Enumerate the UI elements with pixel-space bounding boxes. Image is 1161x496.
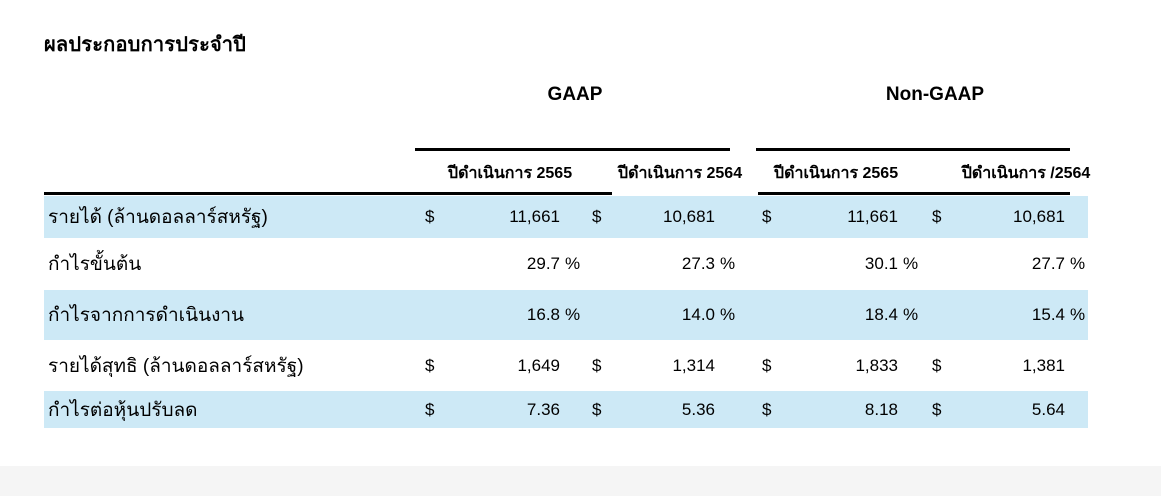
header-underline-left bbox=[44, 192, 612, 195]
cell-gaap-fy2564: 14.0 bbox=[582, 305, 715, 325]
cell-non-gaap-fy2565: $ 8.18 bbox=[752, 400, 898, 420]
cell-value: 18.4 bbox=[864, 305, 898, 324]
cell-value: 16.8 bbox=[526, 305, 560, 324]
column-header-gaap-fy2564: ปีดำเนินการ 2564 bbox=[617, 165, 743, 182]
table-body: รายได้ (ล้านดอลลาร์สหรัฐ) $ 11,661 $ 10,… bbox=[44, 196, 1088, 428]
cell-gaap-fy2565: 29.7 bbox=[415, 254, 560, 274]
header-underline-right bbox=[758, 192, 1070, 195]
currency-symbol: $ bbox=[592, 207, 602, 226]
percent-sign: % bbox=[903, 254, 919, 273]
gaap-group-rule bbox=[415, 148, 730, 151]
currency-symbol: $ bbox=[932, 355, 942, 375]
cell-value: 10,681 bbox=[663, 207, 715, 226]
percent-sign: % bbox=[565, 254, 581, 273]
percent-sign: % bbox=[903, 305, 919, 324]
cell-gaap-fy2564: $ 5.36 bbox=[582, 400, 715, 420]
table-row-operating-margin: กำไรจากการดำเนินงาน 16.8 % 14.0 % 18.4 %… bbox=[44, 290, 1088, 340]
row-label: กำไรต่อหุ้นปรับลด bbox=[48, 399, 198, 421]
cell-non-gaap-fy2565: $ 11,661 bbox=[752, 207, 898, 227]
cell-non-gaap-fy2564: 27.7 bbox=[922, 254, 1065, 274]
currency-symbol: $ bbox=[592, 355, 602, 375]
column-header-gaap-fy2565: ปีดำเนินการ 2565 bbox=[447, 165, 573, 182]
page-bottom-strip bbox=[0, 466, 1161, 496]
cell-value: 27.7 bbox=[1031, 254, 1065, 273]
cell-non-gaap-fy2564: 15.4 bbox=[922, 305, 1065, 325]
column-header-non-gaap-fy2565: ปีดำเนินการ 2565 bbox=[773, 165, 899, 182]
cell-non-gaap-fy2565: 18.4 bbox=[752, 305, 898, 325]
cell-non-gaap-fy2564: $ 5.64 bbox=[922, 400, 1065, 420]
non-gaap-group-rule bbox=[756, 148, 1070, 151]
cell-value: 8.18 bbox=[864, 399, 898, 419]
cell-gaap-fy2564: $ 10,681 bbox=[582, 207, 715, 227]
cell-gaap-fy2565: $ 11,661 bbox=[415, 207, 560, 227]
currency-symbol: $ bbox=[425, 399, 435, 419]
currency-symbol: $ bbox=[762, 207, 772, 226]
table-row-net-income: รายได้สุทธิ (ล้านดอลลาร์สหรัฐ) $ 1,649 $… bbox=[44, 340, 1088, 391]
cell-value: 1,314 bbox=[672, 355, 715, 375]
cell-value: 10,681 bbox=[1013, 207, 1065, 226]
group-header-gaap: GAAP bbox=[547, 84, 603, 105]
cell-value: 1,381 bbox=[1022, 355, 1065, 375]
currency-symbol: $ bbox=[425, 355, 435, 375]
percent-sign: % bbox=[565, 305, 581, 324]
cell-non-gaap-fy2565: 30.1 bbox=[752, 254, 898, 274]
cell-value: 5.64 bbox=[1031, 399, 1065, 419]
percent-sign: % bbox=[1070, 254, 1086, 273]
percent-sign: % bbox=[1070, 305, 1086, 324]
row-label: กำไรขั้นต้น bbox=[48, 254, 142, 275]
cell-gaap-fy2565: $ 1,649 bbox=[415, 356, 560, 376]
cell-gaap-fy2564: $ 1,314 bbox=[582, 356, 715, 376]
group-header-non-gaap: Non-GAAP bbox=[885, 84, 985, 105]
currency-symbol: $ bbox=[932, 207, 942, 226]
cell-value: 27.3 bbox=[681, 254, 715, 273]
currency-symbol: $ bbox=[762, 355, 772, 375]
cell-gaap-fy2565: 16.8 bbox=[415, 305, 560, 325]
cell-non-gaap-fy2564: $ 1,381 bbox=[922, 356, 1065, 376]
cell-non-gaap-fy2564: $ 10,681 bbox=[922, 207, 1065, 227]
currency-symbol: $ bbox=[932, 399, 942, 419]
currency-symbol: $ bbox=[762, 399, 772, 419]
cell-value: 1,649 bbox=[517, 355, 560, 375]
row-label: กำไรจากการดำเนินงาน bbox=[48, 305, 245, 326]
cell-value: 14.0 bbox=[681, 305, 715, 324]
cell-value: 11,661 bbox=[847, 207, 898, 226]
cell-value: 11,661 bbox=[509, 207, 560, 226]
row-label: รายได้ (ล้านดอลลาร์สหรัฐ) bbox=[48, 207, 268, 228]
row-label: รายได้สุทธิ (ล้านดอลลาร์สหรัฐ) bbox=[48, 355, 304, 377]
cell-gaap-fy2564: 27.3 bbox=[582, 254, 715, 274]
page-title: ผลประกอบการประจำปี bbox=[44, 34, 247, 56]
cell-value: 29.7 bbox=[526, 254, 560, 273]
cell-value: 15.4 bbox=[1031, 305, 1065, 324]
cell-value: 1,833 bbox=[855, 355, 898, 375]
table-row-gross-margin: กำไรขั้นต้น 29.7 % 27.3 % 30.1 % 27.7 % bbox=[44, 238, 1088, 290]
column-header-non-gaap-fy2564: ปีดำเนินการ /2564 bbox=[961, 165, 1091, 182]
table-row-revenue: รายได้ (ล้านดอลลาร์สหรัฐ) $ 11,661 $ 10,… bbox=[44, 196, 1088, 238]
table-row-diluted-eps: กำไรต่อหุ้นปรับลด $ 7.36 $ 5.36 $ 8.18 $… bbox=[44, 391, 1088, 428]
cell-value: 30.1 bbox=[864, 254, 898, 273]
percent-sign: % bbox=[720, 305, 736, 324]
cell-value: 5.36 bbox=[681, 399, 715, 419]
cell-value: 7.36 bbox=[526, 399, 560, 419]
currency-symbol: $ bbox=[425, 207, 435, 226]
percent-sign: % bbox=[720, 254, 736, 273]
currency-symbol: $ bbox=[592, 399, 602, 419]
cell-non-gaap-fy2565: $ 1,833 bbox=[752, 356, 898, 376]
cell-gaap-fy2565: $ 7.36 bbox=[415, 400, 560, 420]
